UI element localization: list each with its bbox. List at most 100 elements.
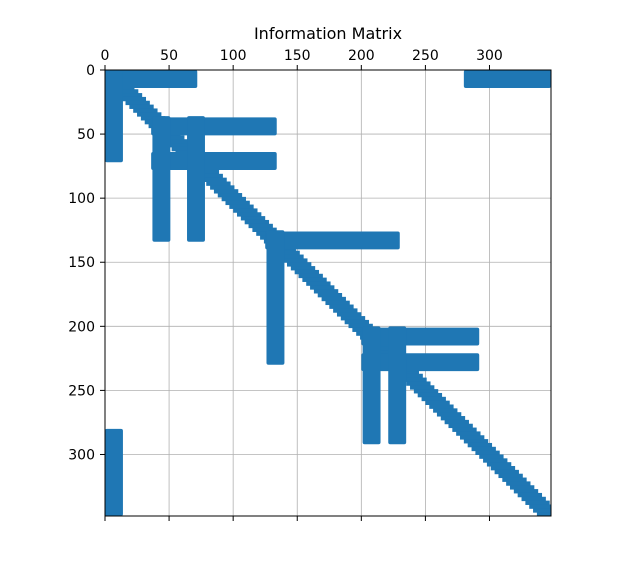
matrix-block (151, 117, 277, 136)
diagonal-band-segment (436, 412, 462, 417)
diagonal-band-segment (167, 143, 193, 148)
diagonal-band-segment (444, 419, 469, 425)
diagonal-band-segment (525, 500, 550, 505)
matrix-block (152, 116, 171, 242)
diagonal-band-segment (467, 442, 493, 448)
diagonal-band-segment (513, 489, 539, 494)
diagonal-band-segment (210, 185, 235, 190)
diagonal-band-segment (456, 431, 481, 436)
x-tick-label: 100 (220, 48, 247, 64)
diagonal-band-segment (448, 423, 473, 429)
diagonal-band-segment (117, 93, 143, 98)
diagonal-band-segment (225, 200, 250, 206)
axes: 0 50 100 150 200 250 300 0 50 100 150 200 250 300 (68, 48, 503, 521)
diagonal-band-segment (348, 323, 373, 329)
diagonal-band-segment (206, 181, 231, 186)
diagonal-band-segment (252, 227, 277, 232)
diagonal-band-segment (394, 369, 419, 375)
diagonal-band-segment (440, 416, 466, 421)
diagonal-band-segment (336, 312, 362, 317)
diagonal-band-segment (475, 450, 500, 455)
diagonal-band-segment (340, 316, 366, 321)
matrix-block (105, 70, 198, 88)
diagonal-band-segment (425, 400, 450, 405)
diagonal-band-segment (429, 404, 454, 409)
diagonal-band-segment (248, 223, 273, 229)
diagonal-band-segment (494, 469, 519, 475)
diagonal-band-segment (483, 458, 508, 463)
plot-frame (104, 69, 552, 517)
diagonal-band-segment (329, 304, 354, 309)
x-tick-label: 50 (160, 48, 178, 64)
diagonal-band-segment (244, 219, 270, 225)
diagonal-band-segment (233, 208, 258, 213)
diagonal-band-segment (221, 196, 246, 202)
y-tick-label: 150 (68, 255, 95, 271)
diagonal-band-segment (371, 346, 396, 352)
diagonal-band-segment (306, 281, 331, 286)
diagonal-band-segment (452, 427, 477, 432)
diagonal-band-segment (160, 135, 185, 140)
diagonal-band-segment (463, 439, 489, 444)
diagonal-band-segment (133, 108, 158, 113)
diagonal-band-segment (421, 396, 446, 402)
diagonal-band-segment (237, 212, 262, 217)
diagonal-band-segment (375, 350, 400, 356)
diagonal-band-segment (283, 258, 308, 263)
y-tick-label: 50 (77, 127, 95, 143)
diagonal-band-segment (317, 293, 343, 298)
diagonal-band-segment (129, 104, 154, 109)
diagonal-band-segment (533, 508, 551, 513)
diagonal-band-segment (229, 204, 254, 209)
matrix-block (265, 231, 400, 250)
matrix-block (388, 326, 407, 445)
diagonal-band-segment (344, 319, 370, 325)
matrix-block (151, 152, 277, 170)
diagonal-band-segment (213, 189, 239, 194)
matrix-block (105, 70, 123, 163)
diagonal-band-segment (275, 250, 300, 256)
matrix-block (266, 230, 285, 365)
diagonal-band-segment (310, 285, 335, 290)
diagonal-band-segment (113, 89, 139, 94)
diagonal-band-segment (217, 193, 243, 198)
diagonal-band-segment (163, 139, 189, 144)
x-tick-label: 250 (412, 48, 439, 64)
diagonal-band-segment (486, 462, 512, 467)
x-tick-label: 150 (284, 48, 311, 64)
diagonal-band-segment (398, 373, 423, 379)
diagonal-band-segment (410, 385, 435, 390)
chart-title: Information Matrix (254, 24, 402, 43)
diagonal-band-segment (325, 300, 350, 306)
matrix-block (463, 70, 551, 88)
diagonal-band-segment (471, 446, 496, 452)
diagonal-band-segment (406, 381, 431, 386)
diagonal-band-segment (279, 254, 304, 259)
matrix-block (362, 326, 381, 445)
diagonal-band-segment (536, 512, 551, 516)
matrix-block (187, 116, 205, 242)
diagonal-band-segment (298, 273, 323, 279)
diagonal-band-segment (321, 296, 346, 302)
diagonal-band-segment (417, 392, 443, 398)
diagonal-band-segment (433, 408, 458, 413)
diagonal-band-segment (529, 504, 551, 509)
diagonal-band-segment (290, 266, 316, 271)
diagonal-band-segment (286, 262, 312, 267)
matrix-nonzero-pattern (105, 70, 551, 516)
y-tick-label: 100 (68, 191, 95, 207)
y-tick-label: 250 (68, 383, 95, 399)
diagonal-band-segment (137, 112, 162, 117)
y-tick-label: 200 (68, 319, 95, 335)
y-tick-label: 300 (68, 447, 95, 463)
diagonal-band-segment (509, 485, 535, 490)
matrix-entries (105, 70, 551, 516)
x-tick-label: 0 (101, 48, 110, 64)
diagonal-band-segment (517, 492, 543, 498)
diagonal-band-segment (194, 169, 220, 175)
x-tick-label: 200 (348, 48, 375, 64)
diagonal-band-segment (121, 96, 147, 102)
diagonal-band-segment (402, 377, 427, 382)
diagonal-band-segment (521, 496, 546, 502)
